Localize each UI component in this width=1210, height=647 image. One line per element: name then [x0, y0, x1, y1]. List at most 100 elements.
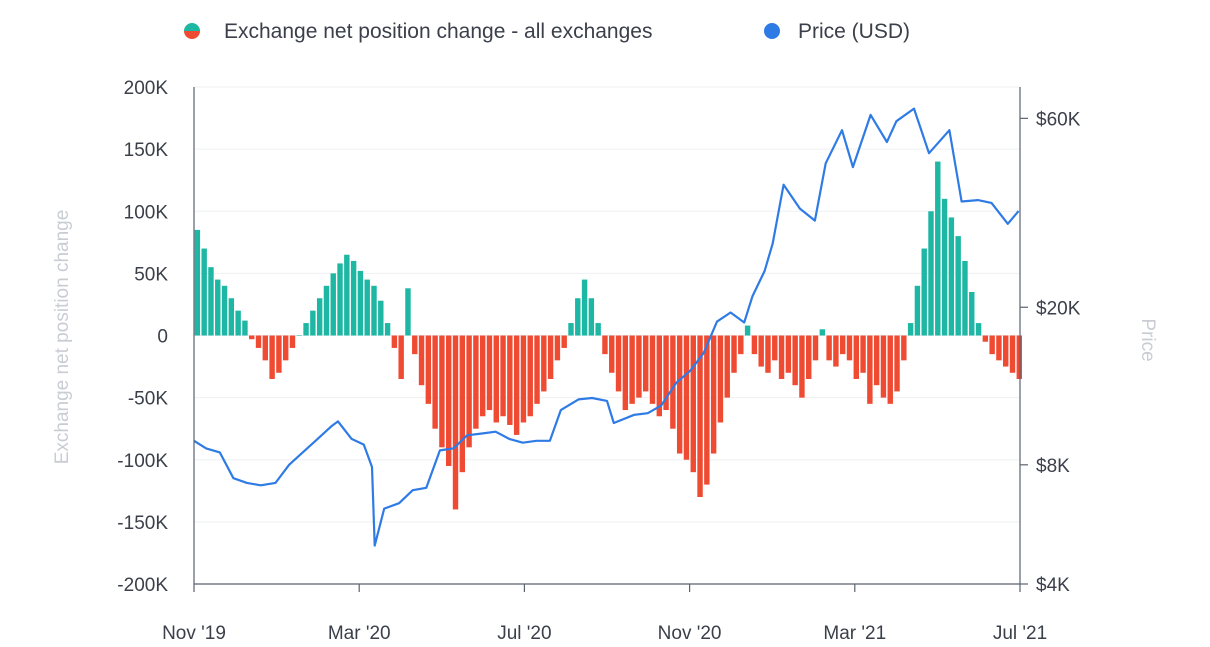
bar-negative[interactable]: [799, 335, 805, 398]
bar-negative[interactable]: [717, 335, 724, 423]
bar-positive[interactable]: [969, 292, 975, 336]
bar-negative[interactable]: [792, 335, 798, 386]
bar-positive[interactable]: [357, 270, 364, 336]
bar-negative[interactable]: [765, 335, 771, 373]
bar-positive[interactable]: [941, 198, 948, 336]
bar-negative[interactable]: [887, 335, 893, 404]
bar-positive[interactable]: [344, 254, 350, 336]
bar-negative[interactable]: [452, 335, 459, 510]
bar-negative[interactable]: [500, 335, 506, 417]
bar-negative[interactable]: [276, 335, 282, 373]
bar-negative[interactable]: [391, 335, 398, 348]
bar-positive[interactable]: [228, 298, 235, 336]
bar-negative[interactable]: [541, 335, 547, 392]
bar-positive[interactable]: [350, 260, 357, 336]
bar-negative[interactable]: [697, 335, 703, 498]
bar-positive[interactable]: [208, 267, 214, 336]
bar-positive[interactable]: [955, 236, 961, 336]
bar-negative[interactable]: [629, 335, 635, 404]
bar-negative[interactable]: [1003, 335, 1009, 367]
bar-positive[interactable]: [384, 323, 391, 336]
bar-negative[interactable]: [418, 335, 425, 386]
bar-negative[interactable]: [772, 335, 778, 361]
bar-negative[interactable]: [989, 335, 995, 355]
bar-negative[interactable]: [880, 335, 887, 398]
bar-negative[interactable]: [670, 335, 676, 429]
bar-negative[interactable]: [398, 335, 404, 379]
bar-negative[interactable]: [901, 335, 907, 361]
bar-positive[interactable]: [595, 323, 601, 336]
bar-positive[interactable]: [242, 320, 248, 336]
bar-positive[interactable]: [914, 285, 921, 336]
bar-negative[interactable]: [738, 335, 744, 355]
bar-negative[interactable]: [690, 335, 696, 473]
bar-positive[interactable]: [296, 335, 302, 337]
bar-negative[interactable]: [425, 335, 432, 404]
bar-positive[interactable]: [364, 279, 370, 336]
bar-negative[interactable]: [446, 335, 452, 466]
bar-negative[interactable]: [683, 335, 690, 460]
bar-negative[interactable]: [1016, 335, 1023, 379]
bar-negative[interactable]: [513, 335, 520, 435]
bar-positive[interactable]: [316, 298, 323, 336]
bar-positive[interactable]: [907, 323, 914, 336]
bar-negative[interactable]: [507, 335, 513, 425]
bar-negative[interactable]: [860, 335, 866, 373]
bar-positive[interactable]: [921, 248, 927, 336]
bar-negative[interactable]: [609, 335, 615, 373]
bar-negative[interactable]: [1009, 335, 1016, 373]
bar-negative[interactable]: [642, 335, 649, 392]
bar-negative[interactable]: [724, 335, 730, 398]
bar-negative[interactable]: [432, 335, 438, 429]
bar-negative[interactable]: [758, 335, 764, 367]
bar-positive[interactable]: [215, 279, 221, 336]
bar-negative[interactable]: [439, 335, 445, 448]
bar-negative[interactable]: [710, 335, 717, 454]
bar-negative[interactable]: [663, 335, 669, 411]
bar-negative[interactable]: [867, 335, 873, 404]
bar-positive[interactable]: [948, 217, 955, 336]
bar-positive[interactable]: [310, 310, 316, 336]
bar-positive[interactable]: [575, 298, 581, 336]
bar-positive[interactable]: [235, 310, 241, 336]
bar-negative[interactable]: [894, 335, 900, 392]
bar-negative[interactable]: [282, 335, 289, 361]
bar-negative[interactable]: [622, 335, 629, 411]
bar-negative[interactable]: [731, 335, 737, 373]
bar-negative[interactable]: [412, 335, 418, 355]
bar-negative[interactable]: [996, 335, 1002, 361]
bar-negative[interactable]: [656, 335, 663, 417]
bar-negative[interactable]: [873, 335, 880, 386]
bar-negative[interactable]: [262, 335, 269, 361]
bar-negative[interactable]: [615, 335, 622, 392]
legend-item-price[interactable]: Price (USD): [764, 20, 910, 43]
bar-negative[interactable]: [704, 335, 710, 485]
bar-negative[interactable]: [649, 335, 656, 404]
bar-negative[interactable]: [527, 335, 533, 417]
bar-negative[interactable]: [676, 335, 683, 454]
legend[interactable]: Exchange net position change - all excha…: [184, 20, 910, 43]
bar-negative[interactable]: [846, 335, 853, 361]
bar-negative[interactable]: [806, 335, 812, 379]
bar-positive[interactable]: [928, 211, 934, 336]
bar-negative[interactable]: [493, 335, 499, 423]
bar-positive[interactable]: [581, 279, 588, 336]
bar-negative[interactable]: [826, 335, 832, 361]
bar-negative[interactable]: [255, 335, 262, 348]
bar-negative[interactable]: [486, 335, 493, 411]
bar-negative[interactable]: [853, 335, 859, 379]
bar-positive[interactable]: [303, 323, 309, 336]
bar-negative[interactable]: [520, 335, 527, 423]
bar-negative[interactable]: [602, 335, 608, 355]
bar-positive[interactable]: [588, 298, 595, 336]
bar-negative[interactable]: [778, 335, 785, 379]
bar-positive[interactable]: [323, 285, 330, 336]
bar-negative[interactable]: [473, 335, 479, 429]
bar-positive[interactable]: [330, 273, 336, 336]
bar-positive[interactable]: [568, 323, 574, 336]
bar-positive[interactable]: [201, 248, 207, 336]
bar-negative[interactable]: [269, 335, 275, 379]
bar-positive[interactable]: [405, 288, 411, 336]
bar-positive[interactable]: [337, 263, 343, 336]
bar-positive[interactable]: [819, 329, 826, 336]
